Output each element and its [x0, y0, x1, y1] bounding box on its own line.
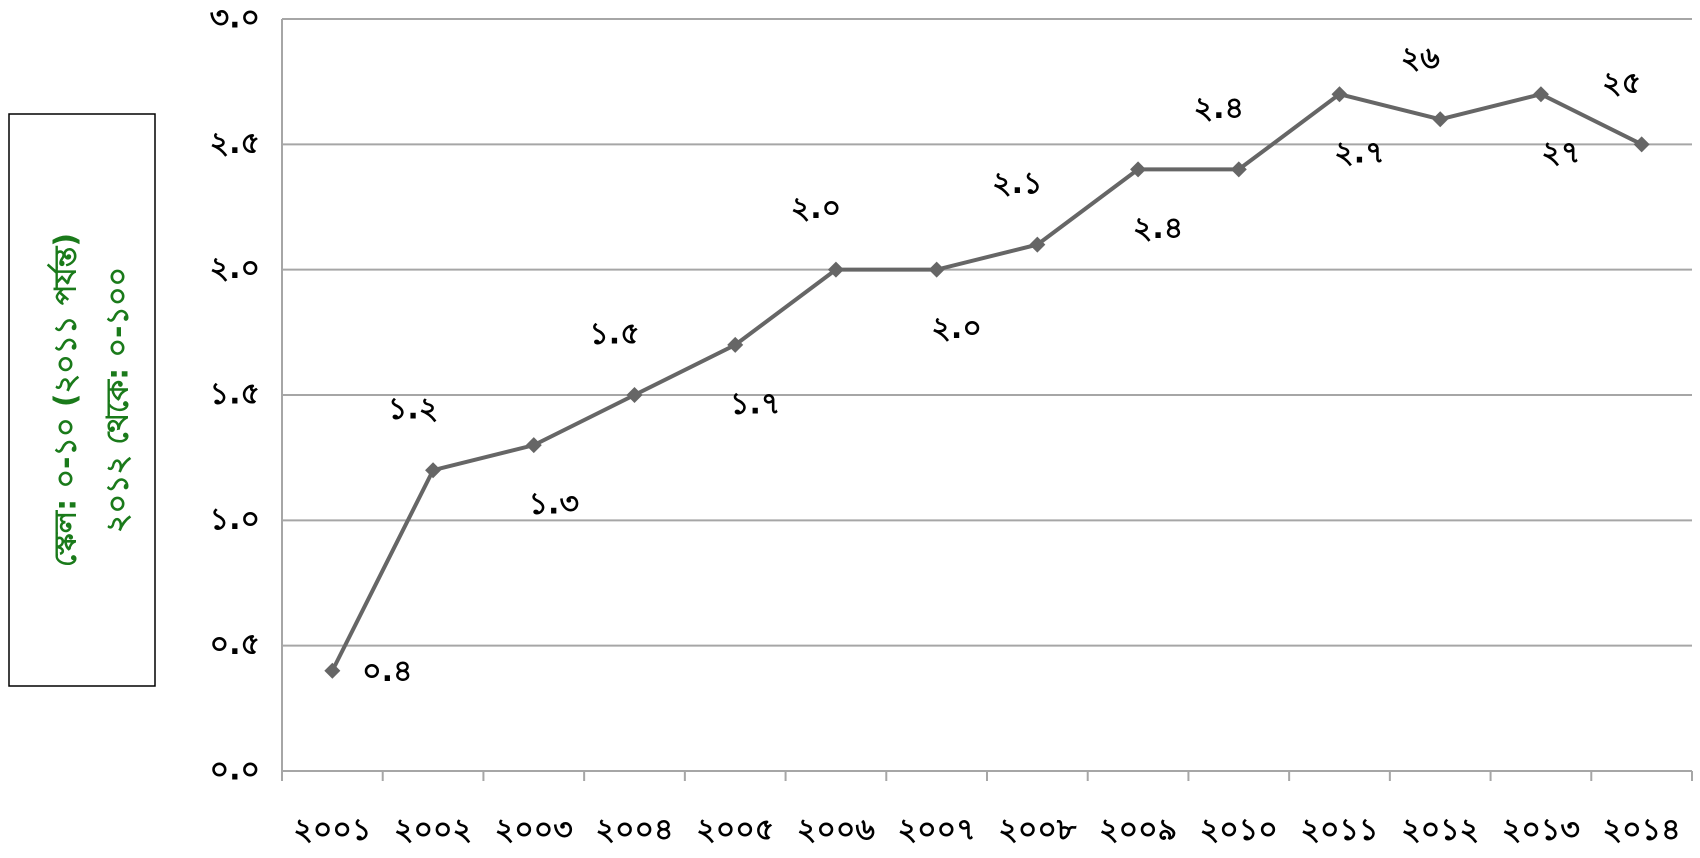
- y-tick-label: ১.৫: [210, 377, 260, 412]
- data-label: ২.৭: [1334, 136, 1384, 171]
- data-label: ২৭: [1541, 136, 1580, 171]
- x-tick-label: ২০০২: [394, 813, 472, 848]
- marker: [1029, 236, 1046, 253]
- x-tick-label: ২০১২: [1401, 813, 1479, 848]
- x-tick-label: ২০০৫: [696, 813, 774, 848]
- data-label: ২৫: [1602, 66, 1641, 101]
- marker: [1432, 111, 1449, 128]
- x-tick-label: ২০০৯: [1099, 813, 1177, 848]
- data-label: ০.৪: [362, 654, 412, 689]
- data-label: ১.৭: [730, 386, 780, 421]
- x-tick-label: ২০০৬: [797, 813, 876, 848]
- x-tick-label: ২০০৩: [495, 813, 573, 848]
- y-tick-label: ২.৫: [210, 126, 260, 161]
- marker: [1130, 161, 1147, 178]
- marker: [1230, 161, 1247, 178]
- marker: [626, 387, 643, 403]
- data-label: ১.৩: [529, 487, 579, 522]
- y-tick-label: ০.০: [210, 753, 260, 788]
- marker: [1331, 86, 1348, 103]
- x-tick-label: ২০০৮: [998, 813, 1077, 848]
- annotation: স্কেল: ০-১০ (২০১১ পর্যন্ত): [47, 233, 84, 567]
- x-tick-label: ২০১৪: [1603, 813, 1681, 848]
- annotation: ২০১২ থেকে: ০-১০০: [101, 267, 136, 533]
- marker: [827, 261, 844, 278]
- y-tick-label: ১.০: [210, 502, 260, 537]
- marker: [525, 437, 542, 454]
- data-label: ২৬: [1401, 41, 1441, 76]
- x-tick-label: ২০১০: [1200, 813, 1278, 848]
- x-tick-label: ২০১৩: [1502, 813, 1580, 848]
- marker: [1532, 86, 1549, 103]
- marker: [324, 662, 341, 679]
- x-tick-label: ২০০৪: [596, 813, 674, 848]
- y-tick-label: ৩.০: [210, 1, 260, 36]
- y-tick-label: ২.০: [210, 251, 260, 286]
- data-label: ২.৪: [1194, 91, 1244, 126]
- data-label: ১.২: [388, 392, 438, 427]
- line: [330, 92, 1643, 672]
- marker: [928, 261, 945, 278]
- data-label: ২.০: [931, 311, 981, 346]
- x-tick-label: ২০০৭: [898, 813, 976, 848]
- annotation-box: [8, 113, 156, 687]
- x-tick-label: ২০১১: [1301, 813, 1379, 848]
- y-tick-label: ০.৫: [210, 627, 260, 662]
- data-label: ২.১: [992, 166, 1042, 201]
- data-label: ২.৪: [1133, 211, 1183, 246]
- marker: [727, 336, 744, 353]
- data-label: ১.৫: [589, 317, 639, 352]
- marker: [425, 462, 442, 479]
- x-tick-label: ২০০১: [293, 813, 371, 848]
- marker: [1633, 136, 1650, 153]
- data-label: ২.০: [791, 191, 841, 226]
